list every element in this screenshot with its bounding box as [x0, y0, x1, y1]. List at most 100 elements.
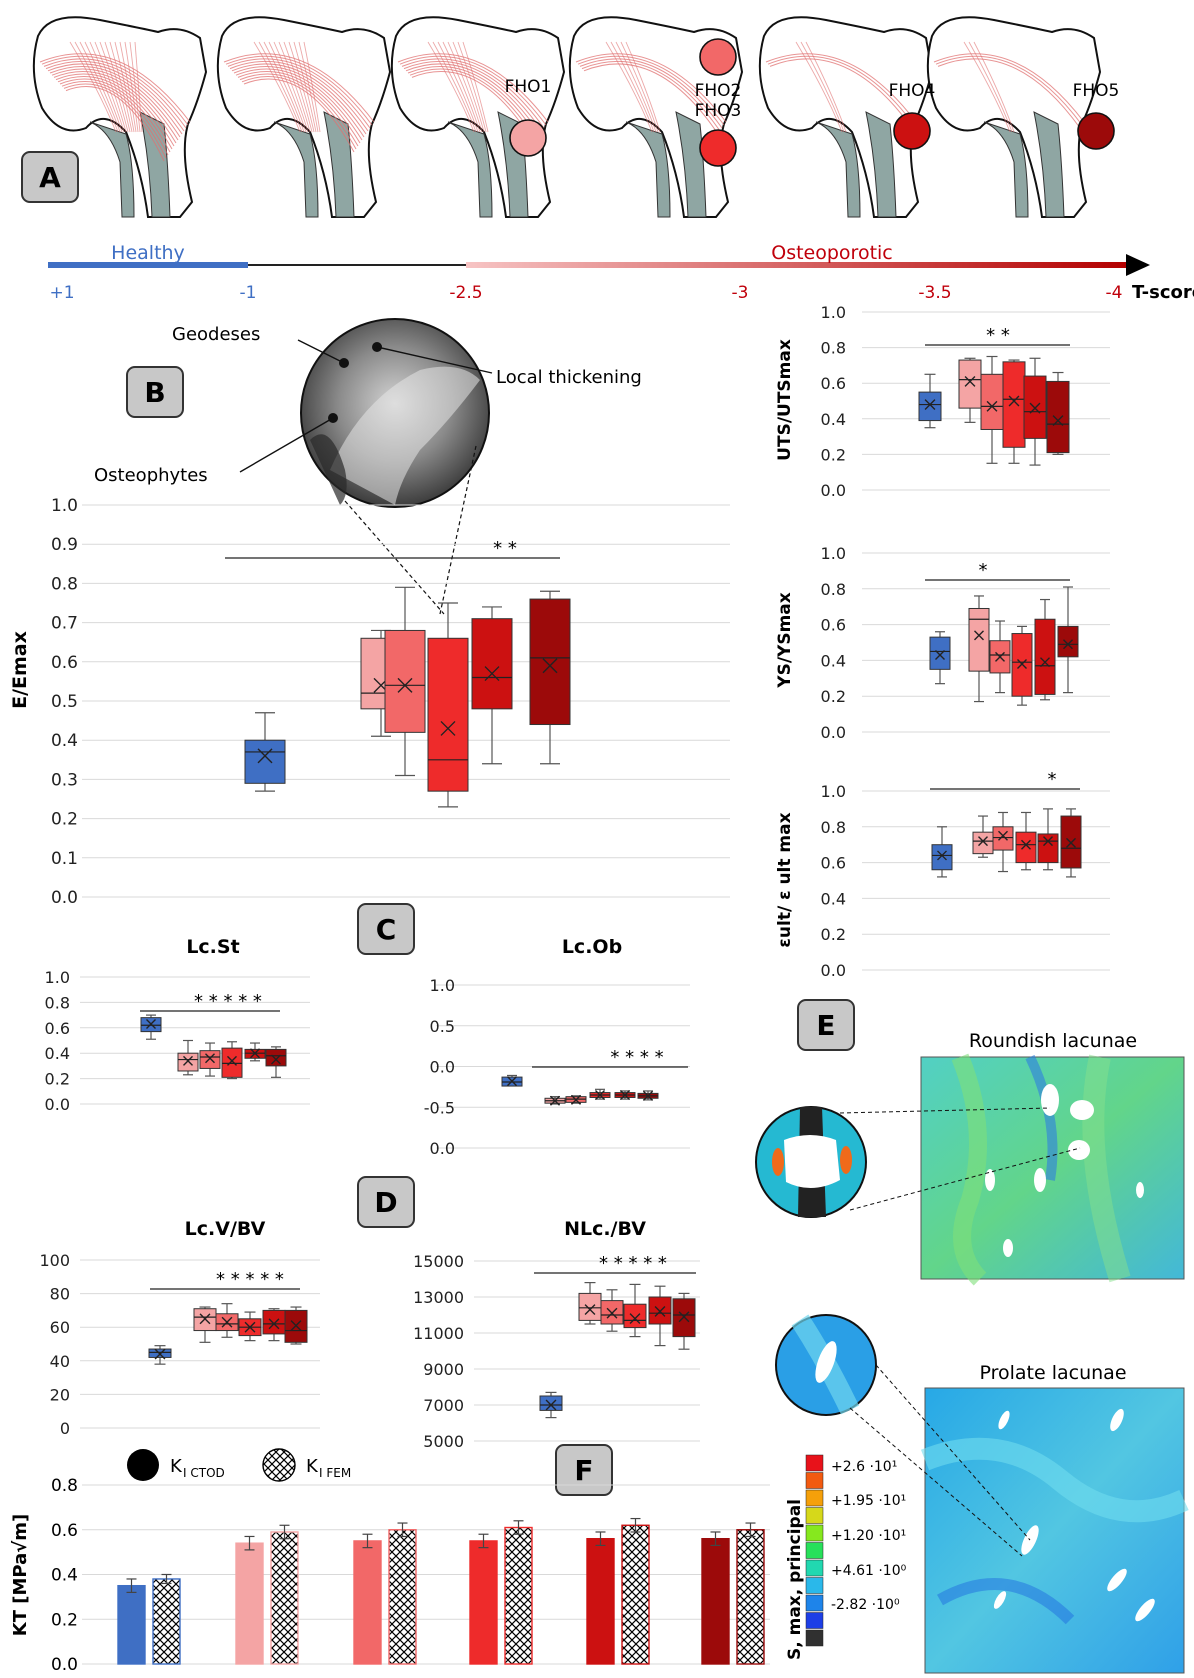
- y-tick-label: 0.2: [51, 1610, 78, 1630]
- boxplot-uts: 0.0 0.2 0.4 0.6 0.8 1.0 UTS/UTSmax * *: [775, 303, 1110, 500]
- y-tick-label: 1.0: [45, 968, 70, 987]
- y-tick-label: 0.2: [821, 925, 846, 944]
- femur-cortex-left: [273, 121, 319, 218]
- healthy-label: Healthy: [111, 242, 185, 264]
- box-iqr: [427, 637, 469, 792]
- box-2: [193, 1306, 217, 1343]
- tscore-axis: Healthy Osteoporotic +1 -1 -2.5 -3 -3.5 -4 T-…: [48, 242, 1194, 303]
- y-tick-label: 20: [50, 1385, 70, 1404]
- trabecular-fiber: [124, 41, 139, 133]
- mean-marker: [584, 1304, 596, 1316]
- significance-stars: * * * *: [610, 1047, 663, 1068]
- box-iqr: [958, 359, 982, 409]
- y-axis-label: E/Emax: [9, 631, 31, 709]
- tscore-tick: -3: [732, 283, 749, 303]
- trabecular-fiber: [278, 41, 311, 133]
- femur-outline: [926, 16, 1102, 218]
- box-5: [1037, 808, 1059, 871]
- legend-label-fem: K: [306, 1456, 319, 1477]
- y-tick-label: 0.4: [821, 410, 846, 429]
- trabecular-fiber: [579, 58, 723, 129]
- box-4: [427, 602, 469, 808]
- box-iqr: [529, 598, 571, 726]
- y-tick-label: 0.8: [821, 339, 846, 358]
- mean-marker: [271, 1054, 281, 1065]
- box-3: [980, 355, 1004, 464]
- barchart-kt: 0.00.20.40.60.8KT [MPa√m]K I CTOD K I FEM: [10, 1448, 770, 1675]
- mean-marker: [1040, 657, 1050, 668]
- fe-prolate-map: [920, 1387, 1189, 1674]
- y-tick-label: 0.0: [45, 1095, 70, 1114]
- box-iqr: [244, 739, 286, 784]
- mean-marker: [998, 830, 1008, 841]
- box-6: [672, 1292, 696, 1350]
- y-tick-label: 0.0: [821, 723, 846, 742]
- bar-fem: [152, 1578, 181, 1665]
- significance-stars: *: [1048, 769, 1057, 790]
- fho4-label: FHO4: [889, 81, 936, 101]
- box-5: [1023, 357, 1047, 466]
- trabecular-fiber: [223, 53, 375, 123]
- significance-stars: * *: [493, 538, 517, 559]
- contour-legend: S, max, principal +2.6 ·10¹ +1.95 ·10¹ +1.…: [785, 1454, 907, 1660]
- trabecular-fiber: [61, 81, 169, 156]
- osteoporotic-label: Osteoporotic: [771, 242, 893, 264]
- callout-osteophytes: Osteophytes: [94, 465, 208, 486]
- y-tick-label: 0.8: [45, 993, 70, 1012]
- box-4: [238, 1311, 262, 1342]
- trabecular-fiber: [134, 41, 143, 133]
- y-tick-label: 1.0: [821, 303, 846, 322]
- box-6: [1046, 371, 1070, 455]
- trabecular-fiber: [235, 68, 363, 141]
- trabecular-fiber: [59, 78, 171, 153]
- boxplot-lcvbv: 0 20 40 60 80 100 Lc.V/BV * * * * *: [39, 1218, 320, 1438]
- svg-text:A: A: [39, 161, 61, 194]
- trabecular-fiber: [49, 66, 181, 138]
- y-tick-label: 0.2: [45, 1070, 70, 1089]
- trabecular-fiber: [51, 68, 179, 141]
- y-tick-label: 13000: [413, 1288, 464, 1307]
- trabecular-fiber: [765, 53, 917, 123]
- trabecular-fiber: [405, 63, 541, 135]
- y-tick-label: 0.6: [821, 616, 846, 635]
- trabecular-fiber: [253, 41, 301, 133]
- trabecular-fiber: [397, 53, 549, 123]
- mean-marker: [227, 1055, 237, 1066]
- svg-text:F: F: [574, 1454, 593, 1487]
- y-tick-label: 0.0: [430, 1139, 455, 1158]
- trabecular-fiber: [79, 41, 121, 133]
- trabecular-fiber: [99, 41, 129, 133]
- y-tick-label: 0.7: [51, 614, 78, 634]
- box-iqr: [980, 373, 1004, 430]
- mean-marker: [571, 1094, 581, 1105]
- tscore-tick: -1: [240, 283, 257, 303]
- trabecular-fiber: [268, 41, 307, 133]
- box-iqr: [623, 1303, 647, 1329]
- femur-5: [758, 16, 934, 218]
- trabecular-fiber: [129, 41, 141, 133]
- mean-marker: [1066, 837, 1076, 848]
- mean-marker: [1052, 415, 1064, 427]
- mean-marker: [397, 677, 413, 693]
- box-3: [215, 1303, 239, 1338]
- y-tick-label: 0.8: [821, 818, 846, 837]
- bar-ctod: [117, 1584, 146, 1665]
- y-tick-label: 0.6: [51, 1521, 78, 1541]
- box-iqr: [384, 629, 426, 733]
- femur-1: [32, 16, 208, 218]
- trabecular-fiber: [258, 41, 303, 133]
- box-6: [529, 590, 571, 765]
- trabecular-fiber: [401, 58, 545, 129]
- legend-sub-fem: I FEM: [319, 1466, 351, 1480]
- y-tick-label: 1.0: [430, 976, 455, 995]
- mean-marker: [183, 1055, 193, 1066]
- mean-marker: [250, 1048, 260, 1059]
- chart-title: Lc.V/BV: [185, 1218, 266, 1240]
- legend-label-ctod: K: [170, 1456, 183, 1477]
- mean-marker: [1029, 402, 1041, 414]
- box-iqr: [968, 607, 990, 672]
- contour-value: +1.95 ·10¹: [831, 1493, 906, 1509]
- panel-letter-f: F: [555, 1444, 613, 1496]
